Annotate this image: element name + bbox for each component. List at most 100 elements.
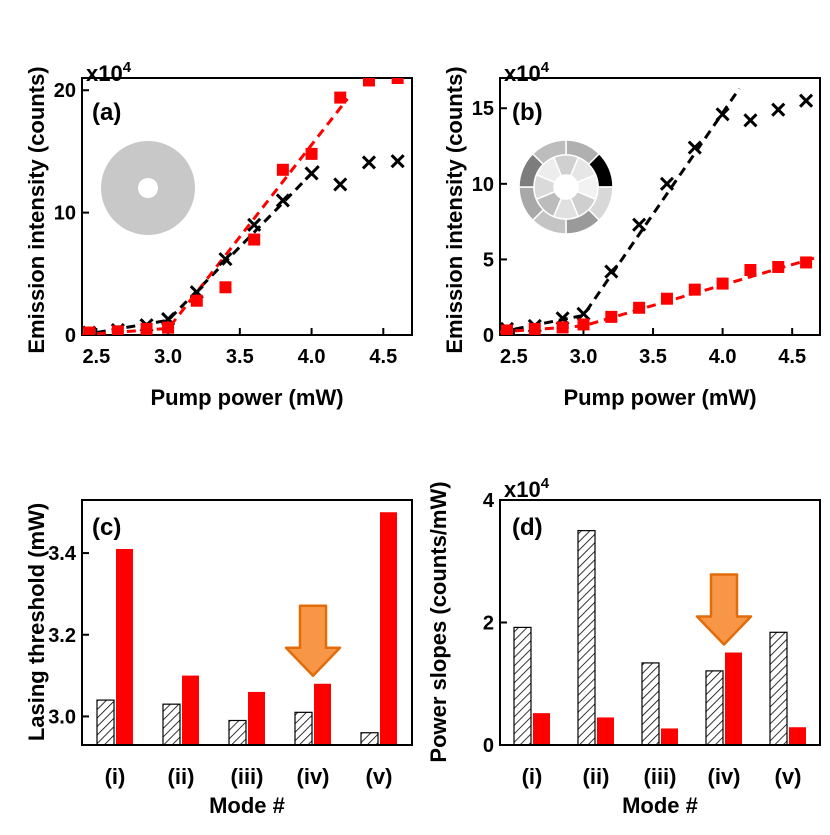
x-category-label: (i) xyxy=(522,764,543,789)
panel-label: (a) xyxy=(92,99,121,126)
data-point-red xyxy=(605,310,618,323)
panel-label: (b) xyxy=(512,99,543,126)
bar-segmented xyxy=(533,713,550,745)
bar-segmented xyxy=(725,652,742,745)
x-category-label: (i) xyxy=(105,764,126,789)
y-axis-label: Power slopes (counts/mW) xyxy=(426,481,451,762)
bar-uniform xyxy=(769,631,788,746)
x-category-label: (iii) xyxy=(644,764,677,789)
y-tick-label: 2 xyxy=(483,613,494,635)
data-point-red xyxy=(219,281,232,294)
data-point-red xyxy=(688,283,701,296)
data-point-black xyxy=(247,217,262,232)
data-point-red xyxy=(633,301,646,314)
data-point-red xyxy=(556,321,569,334)
data-point-black xyxy=(390,154,405,169)
x-category-label: (iv) xyxy=(708,764,741,789)
bar-uniform xyxy=(228,719,247,746)
x-tick-label: 2.5 xyxy=(500,346,528,368)
down-arrow-icon xyxy=(284,604,342,677)
data-point-red xyxy=(248,233,261,246)
x-category-label: (v) xyxy=(366,764,393,789)
x-tick-label: 3.5 xyxy=(226,346,254,368)
bar-segmented xyxy=(789,727,806,745)
data-point-black xyxy=(632,217,647,232)
x-category-label: (ii) xyxy=(168,764,195,789)
y-tick-label: 3.4 xyxy=(48,543,77,565)
data-point-black xyxy=(304,166,319,181)
y-tick-label: 4 xyxy=(483,490,495,512)
scale-factor-label: x104 xyxy=(86,59,132,86)
plot-frame xyxy=(81,499,413,746)
data-point-red xyxy=(744,263,757,276)
data-point-red xyxy=(800,256,813,269)
y-tick-label: 20 xyxy=(54,80,76,102)
data-point-red xyxy=(716,277,729,290)
ring-shape xyxy=(101,141,195,235)
panel-label: (d) xyxy=(512,514,543,541)
data-point-black xyxy=(743,113,758,128)
bar-segmented xyxy=(248,691,265,745)
data-point-red xyxy=(528,322,541,335)
data-point-black xyxy=(275,193,290,208)
y-axis-label: Emission intensity (counts) xyxy=(24,66,49,353)
data-point-red xyxy=(577,318,590,331)
data-point-black xyxy=(771,102,786,117)
y-tick-label: 0 xyxy=(483,325,494,347)
data-point-red xyxy=(190,294,203,307)
data-point-black xyxy=(218,252,233,267)
x-tick-label: 3.0 xyxy=(570,346,598,368)
bar-segmented xyxy=(116,549,133,745)
panel-c: (i) (ii) (iii) (iv) (v) (c) Lasing threshold (… xyxy=(24,499,413,818)
x-category-label: (ii) xyxy=(583,764,610,789)
x-axis-label: Pump power (mW) xyxy=(563,385,756,410)
y-tick-label: 3.2 xyxy=(48,625,76,647)
y-tick-label: 10 xyxy=(472,174,494,196)
data-point-red xyxy=(162,321,175,334)
uniform-ring-icon xyxy=(101,141,195,235)
ring-outer-segment xyxy=(531,139,567,166)
bar-uniform xyxy=(162,703,181,746)
data-point-black xyxy=(361,155,377,170)
y-tick-label: 3.0 xyxy=(48,706,76,728)
data-point-black xyxy=(715,107,730,122)
scale-factor-label: x104 xyxy=(504,475,550,502)
bar-uniform xyxy=(96,699,115,746)
fit-line-black xyxy=(82,165,320,335)
y-tick-label: 5 xyxy=(483,249,494,271)
data-point-red xyxy=(660,292,673,305)
x-tick-label: 3.0 xyxy=(154,346,182,368)
x-axis-label: Mode # xyxy=(622,793,698,818)
x-tick-label: 4.5 xyxy=(778,346,806,368)
data-point-black xyxy=(576,306,591,321)
data-point-black xyxy=(687,140,702,155)
x-category-label: (iii) xyxy=(231,764,264,789)
data-point-red xyxy=(111,325,124,335)
bar-uniform xyxy=(294,711,313,746)
x-tick-label: 3.5 xyxy=(639,346,667,368)
fit-line-red xyxy=(500,254,820,334)
bar-segmented xyxy=(597,717,614,745)
bar-uniform xyxy=(705,670,724,746)
x-tick-label: 4.5 xyxy=(369,346,397,368)
x-axis-label: Pump power (mW) xyxy=(150,385,343,410)
bar-segmented xyxy=(661,728,678,745)
data-point-black xyxy=(604,264,619,279)
plot-area xyxy=(82,78,405,335)
plot-frame xyxy=(81,77,413,336)
ring-inner-segment xyxy=(552,154,580,177)
x-category-label: (v) xyxy=(775,764,802,789)
bar-segmented xyxy=(182,675,199,745)
y-tick-label: 10 xyxy=(54,203,76,225)
x-tick-label: 2.5 xyxy=(82,346,110,368)
plot-area xyxy=(500,87,820,335)
bar-uniform xyxy=(360,732,379,746)
x-tick-label: 4.0 xyxy=(709,346,737,368)
data-point-black xyxy=(799,93,814,108)
bar-segmented xyxy=(380,512,397,745)
data-point-red xyxy=(276,163,289,176)
data-point-red xyxy=(500,324,513,335)
scale-factor-label: x104 xyxy=(504,59,550,86)
x-category-label: (iv) xyxy=(297,764,330,789)
y-axis-label: Lasing threshold (mW) xyxy=(24,503,49,741)
